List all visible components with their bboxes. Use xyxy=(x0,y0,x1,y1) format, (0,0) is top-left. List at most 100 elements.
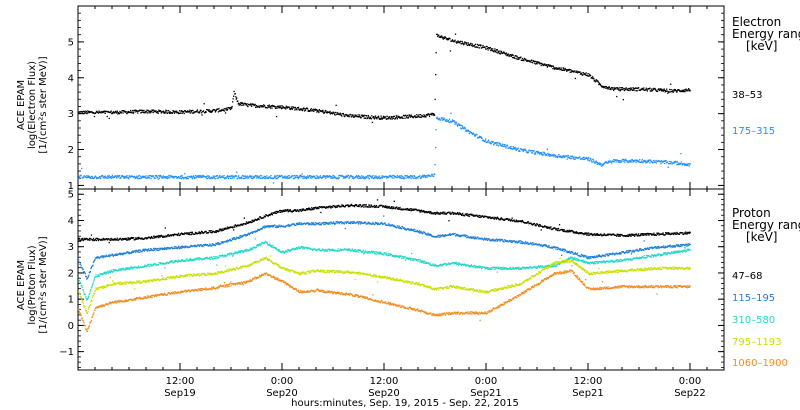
data-point xyxy=(332,222,334,224)
data-point xyxy=(108,177,110,179)
data-point xyxy=(527,152,529,154)
data-point xyxy=(122,254,124,256)
data-point xyxy=(531,62,534,64)
data-point xyxy=(117,112,120,114)
data-point xyxy=(551,65,554,67)
data-point xyxy=(158,249,160,251)
data-point xyxy=(406,174,408,177)
data-point xyxy=(470,213,472,215)
data-point xyxy=(455,121,457,123)
data-point xyxy=(682,90,684,93)
data-point xyxy=(526,222,528,224)
data-point xyxy=(113,238,115,240)
data-point xyxy=(266,225,268,227)
data-point xyxy=(567,231,569,233)
data-point xyxy=(500,217,503,219)
data-point xyxy=(672,232,674,234)
data-point xyxy=(244,175,246,177)
data-point xyxy=(185,177,187,179)
data-point xyxy=(420,177,422,180)
data-point xyxy=(514,242,516,244)
data-point xyxy=(590,257,592,259)
data-point xyxy=(430,175,432,177)
data-point xyxy=(683,244,686,247)
data-point xyxy=(342,204,344,207)
data-point xyxy=(181,247,183,249)
data-point xyxy=(531,152,534,154)
data-point xyxy=(165,235,167,237)
data-point xyxy=(673,245,675,247)
data-point xyxy=(215,110,217,112)
data-point xyxy=(482,139,485,142)
data-point xyxy=(401,116,403,118)
data-point xyxy=(159,249,161,251)
data-point xyxy=(531,150,533,152)
data-point xyxy=(338,177,340,179)
data-point xyxy=(250,105,253,107)
data-point xyxy=(420,176,422,178)
data-point xyxy=(625,158,627,160)
data-point xyxy=(268,214,270,216)
data-point xyxy=(232,101,234,103)
data-point xyxy=(669,232,671,234)
data-point xyxy=(624,235,626,238)
data-point xyxy=(441,36,443,38)
data-point xyxy=(159,248,161,250)
data-point xyxy=(258,218,260,221)
data-point xyxy=(293,106,295,109)
data-point xyxy=(605,87,607,89)
data-point xyxy=(515,219,517,221)
data-point xyxy=(641,233,643,235)
data-point xyxy=(126,175,128,177)
data-point xyxy=(305,209,307,211)
data-point xyxy=(675,90,677,92)
data-point xyxy=(215,177,217,180)
data-point xyxy=(195,232,198,234)
data-point xyxy=(110,110,112,112)
data-point xyxy=(545,64,547,67)
data-point xyxy=(593,160,595,162)
data-point xyxy=(584,157,587,159)
data-point xyxy=(474,215,477,217)
data-point xyxy=(598,83,600,86)
data-point xyxy=(430,114,433,116)
data-point xyxy=(288,210,290,212)
data-point xyxy=(616,95,618,98)
data-point xyxy=(82,177,84,179)
data-point xyxy=(332,206,334,208)
data-point xyxy=(308,222,310,224)
data-point xyxy=(627,251,630,254)
data-point xyxy=(311,177,313,179)
data-point xyxy=(233,237,235,239)
data-point xyxy=(293,210,295,212)
data-point xyxy=(587,159,589,161)
data-point xyxy=(119,177,122,179)
data-point xyxy=(238,177,240,179)
data-point xyxy=(599,162,601,164)
data-point xyxy=(231,226,233,228)
data-point xyxy=(267,177,269,179)
data-point xyxy=(668,91,670,93)
data-point xyxy=(198,174,200,177)
data-point xyxy=(308,175,310,177)
data-point xyxy=(143,109,145,112)
data-point xyxy=(600,234,603,236)
data-point xyxy=(278,107,280,109)
data-point xyxy=(426,233,428,235)
data-point xyxy=(368,222,370,224)
data-point xyxy=(572,232,574,234)
data-point xyxy=(318,222,320,224)
data-point xyxy=(207,109,209,111)
data-point xyxy=(101,256,103,258)
data-point xyxy=(312,208,314,210)
data-point xyxy=(547,227,549,229)
data-point xyxy=(245,175,247,177)
data-point xyxy=(84,110,86,112)
data-point xyxy=(88,110,90,113)
data-point xyxy=(234,93,236,95)
data-point xyxy=(201,244,204,247)
data-point xyxy=(143,250,146,252)
data-point xyxy=(550,65,552,67)
data-point xyxy=(396,206,398,208)
data-point xyxy=(298,222,300,224)
